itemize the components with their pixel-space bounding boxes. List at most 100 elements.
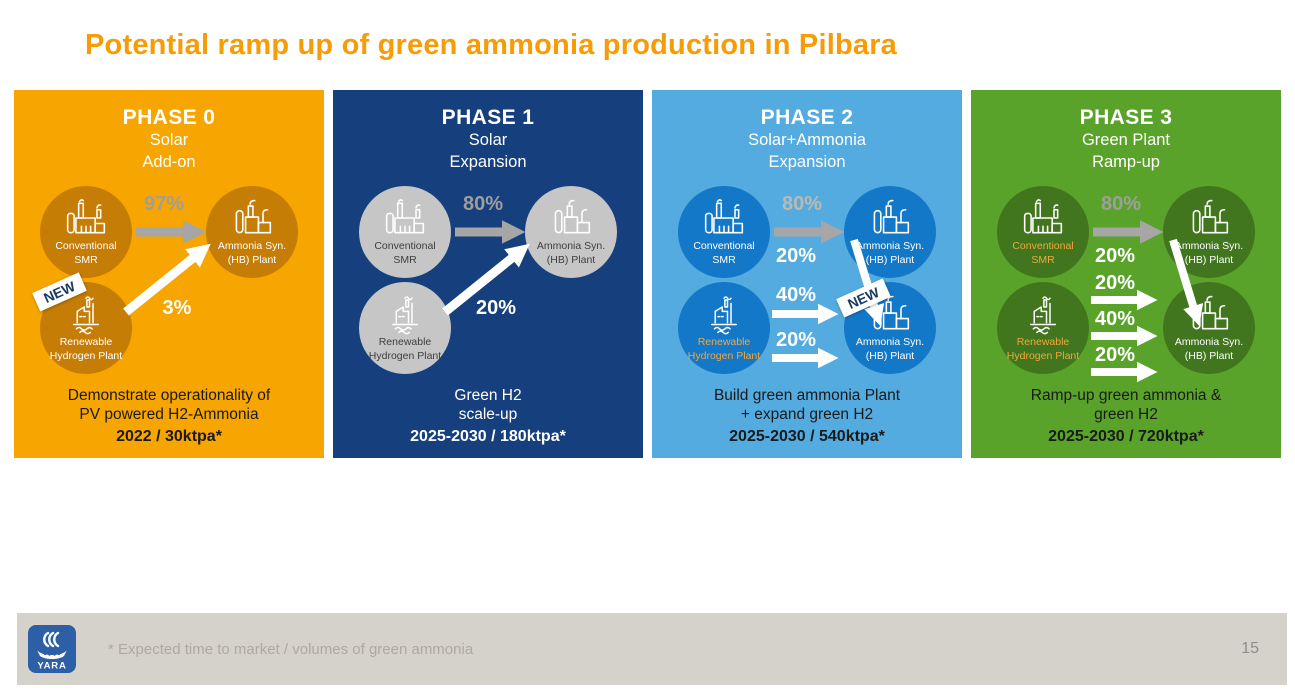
flow-label-renewable-2: 40%: [1094, 308, 1136, 330]
node-label-line1: Ammonia Syn.: [855, 336, 925, 348]
phase-2-subtitle-line2: Expansion: [768, 152, 846, 171]
node-renewable-hydrogen: Renewable Hydrogen Plant: [997, 282, 1089, 374]
ammonia-plant-icon: [549, 197, 593, 239]
node-label: Ammonia Syn. (HB) Plant: [1175, 336, 1243, 363]
yara-logo: YARA: [28, 625, 76, 673]
flow-label-renewable-to-ammonia: 20%: [475, 297, 517, 319]
node-ammonia-plant-bottom: Ammonia Syn. (HB) Plant: [1163, 282, 1255, 374]
phase-2-subtitle-line1: Solar+Ammonia: [748, 131, 866, 149]
factory-icon: [1021, 197, 1065, 239]
node-label: Conventional SMR: [693, 240, 754, 267]
phase-0-subtitle-line2: Add-on: [142, 152, 196, 171]
node-label-line2: (HB) Plant: [865, 253, 915, 266]
node-label-line2: SMR: [74, 253, 98, 266]
phase-1-subtitle-line2: Expansion: [449, 152, 527, 171]
node-label: Ammonia Syn. (HB) Plant: [218, 240, 286, 267]
node-ammonia-plant-top: Ammonia Syn. (HB) Plant: [844, 186, 936, 278]
node-label: Ammonia Syn. (HB) Plant: [537, 240, 605, 267]
flow-label-ammonia-down: 20%: [775, 245, 817, 267]
page-number: 15: [1241, 640, 1259, 657]
phase-3-title: PHASE 3: [1079, 106, 1173, 129]
description-line2: scale-up: [458, 406, 518, 424]
node-label-line2: (HB) Plant: [1184, 349, 1234, 362]
milestone: 2025-2030 / 180ktpa*: [410, 427, 566, 445]
phase-1-description: Green H2 scale-up 2025-2030 / 180ktpa*: [337, 386, 639, 447]
description-line2: green H2: [1094, 406, 1158, 424]
node-label: Ammonia Syn. (HB) Plant: [856, 240, 924, 267]
node-renewable-hydrogen: Renewable Hydrogen Plant: [359, 282, 451, 374]
phase-1-panel: PHASE 1 Solar Expansion Conventional SMR …: [333, 90, 643, 458]
node-ammonia-plant-top: Ammonia Syn. (HB) Plant: [1163, 186, 1255, 278]
phase-2-title: PHASE 2: [760, 106, 854, 129]
node-label-line2: (HB) Plant: [546, 253, 596, 266]
phase-0-subtitle-line1: Solar: [149, 131, 189, 149]
node-label: Renewable Hydrogen Plant: [1007, 336, 1079, 363]
node-label-line2: Hydrogen Plant: [49, 349, 123, 362]
flow-label-ammonia-down: 20%: [1094, 245, 1136, 267]
flow-label-renewable-1: 40%: [775, 284, 817, 306]
node-label-line1: Renewable: [59, 336, 113, 348]
phase-2-panel: PHASE 2 Solar+Ammonia Expansion Conventi…: [652, 90, 962, 458]
phase-panels: PHASE 0 Solar Add-on Conventional SMR Amm…: [14, 90, 1281, 458]
node-label-line2: (HB) Plant: [1184, 253, 1234, 266]
description-line2: PV powered H2-Ammonia: [79, 406, 259, 424]
node-label-line2: SMR: [712, 253, 736, 266]
milestone: 2022 / 30ktpa*: [116, 427, 222, 445]
ammonia-plant-icon: [1187, 293, 1231, 335]
viking-ship-icon: YARA: [28, 625, 76, 673]
ammonia-plant-icon: [868, 197, 912, 239]
node-label-line1: Ammonia Syn.: [1174, 336, 1244, 348]
phase-1-subtitle-line1: Solar: [468, 131, 508, 149]
flow-label-renewable-2: 20%: [775, 329, 817, 351]
phase-0-header: PHASE 0 Solar Add-on: [14, 90, 324, 174]
phase-3-subtitle-line1: Green Plant: [1081, 131, 1171, 149]
phase-2-description: Build green ammonia Plant + expand green…: [656, 386, 958, 447]
node-conventional-smr: Conventional SMR: [678, 186, 770, 278]
node-label-line1: Conventional: [374, 240, 436, 252]
footer-bar: YARA * Expected time to market / volumes…: [17, 613, 1287, 685]
milestone: 2025-2030 / 720ktpa*: [1048, 427, 1204, 445]
node-label: Conventional SMR: [1012, 240, 1073, 267]
description-line1: Ramp-up green ammonia &: [1030, 386, 1222, 404]
node-label-line1: Ammonia Syn.: [536, 240, 606, 252]
phase-3-panel: PHASE 3 Green Plant Ramp-up Conventional…: [971, 90, 1281, 458]
node-label: Renewable Hydrogen Plant: [50, 336, 122, 363]
phase-3-header: PHASE 3 Green Plant Ramp-up: [971, 90, 1281, 174]
page-title: Potential ramp up of green ammonia produ…: [85, 29, 898, 62]
phase-3-subtitle-line2: Ramp-up: [1092, 152, 1160, 171]
flow-label-renewable-3: 20%: [1094, 344, 1136, 366]
node-label: Renewable Hydrogen Plant: [688, 336, 760, 363]
description-line1: Demonstrate operationality of: [67, 386, 271, 404]
description-line1: Build green ammonia Plant: [713, 386, 901, 404]
node-label-line2: Hydrogen Plant: [368, 349, 442, 362]
ammonia-plant-icon: [1187, 197, 1231, 239]
node-label: Ammonia Syn. (HB) Plant: [856, 336, 924, 363]
node-label-line1: Renewable: [378, 336, 432, 348]
node-label: Renewable Hydrogen Plant: [369, 336, 441, 363]
node-label-line1: Ammonia Syn.: [1174, 240, 1244, 252]
flow-label-smr-to-ammonia: 80%: [781, 193, 823, 215]
phase-1-title: PHASE 1: [441, 106, 535, 129]
hydrogen-plant-icon: [702, 293, 746, 335]
node-label-line1: Renewable: [697, 336, 751, 348]
phase-2-header: PHASE 2 Solar+Ammonia Expansion: [652, 90, 962, 174]
node-label-line1: Conventional: [693, 240, 755, 252]
milestone: 2025-2030 / 540ktpa*: [729, 427, 885, 445]
footnote: * Expected time to market / volumes of g…: [108, 640, 474, 658]
node-label-line1: Ammonia Syn.: [855, 240, 925, 252]
node-renewable-hydrogen: Renewable Hydrogen Plant: [678, 282, 770, 374]
node-label-line2: (HB) Plant: [227, 253, 277, 266]
flow-label-smr-to-ammonia: 97%: [143, 193, 185, 215]
phase-3-description: Ramp-up green ammonia & green H2 2025-20…: [975, 386, 1277, 447]
description-line2: + expand green H2: [740, 406, 874, 424]
node-label-line1: Ammonia Syn.: [217, 240, 287, 252]
node-label-line2: SMR: [393, 253, 417, 266]
node-renewable-hydrogen: Renewable Hydrogen Plant: [40, 282, 132, 374]
hydrogen-plant-icon: [383, 293, 427, 335]
hydrogen-plant-icon: [1021, 293, 1065, 335]
node-conventional-smr: Conventional SMR: [40, 186, 132, 278]
factory-icon: [702, 197, 746, 239]
phase-0-description: Demonstrate operationality of PV powered…: [18, 386, 320, 447]
node-conventional-smr: Conventional SMR: [359, 186, 451, 278]
ammonia-plant-icon: [230, 197, 274, 239]
